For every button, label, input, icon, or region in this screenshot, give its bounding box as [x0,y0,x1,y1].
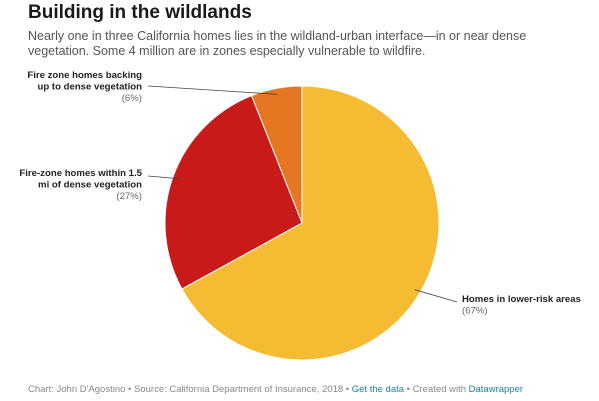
pie-slice [250,85,303,224]
slice-label: Fire zone homes backing up to dense veget… [27,70,142,104]
footer-source: Source: California Department of Insuran… [134,384,344,395]
slice-value-label: (27%) [116,191,142,202]
footer-author: Chart: John D'Agostino [28,384,126,395]
get-the-data-link[interactable]: Get the data [351,384,405,395]
slice-label: Fire-zone homes within 1.5 mi of dense ve… [19,168,142,202]
slice-label: Homes in lower-risk areas (67%) [462,294,581,317]
slice-label-line: mi of dense vegetation [38,180,142,191]
datawrapper-link[interactable]: Datawrapper [468,384,524,395]
pie-slice [181,85,440,361]
footer-separator: • [125,384,135,395]
footer-created-with: Created with [412,384,469,395]
chart-subtitle: Nearly one in three California homes lie… [28,29,527,58]
leader-line [147,175,179,180]
pie-slice [164,94,303,290]
leader-line [147,85,278,95]
chart-footer: Chart: John D'Agostino • Source: Califor… [28,384,523,395]
slice-value-label: (6%) [122,93,142,104]
footer-separator: • [343,384,352,395]
slice-label-line: Homes in lower-risk areas [462,294,581,305]
footer-separator: • [404,384,413,395]
slice-label-line: up to dense vegetation [38,82,143,93]
chart-title: Building in the wildlands [28,2,252,23]
slice-label-line: Fire-zone homes within 1.5 [19,168,142,179]
leader-line [414,289,458,303]
slice-label-line: Fire zone homes backing [27,70,142,81]
slice-value-label: (67%) [462,306,488,317]
